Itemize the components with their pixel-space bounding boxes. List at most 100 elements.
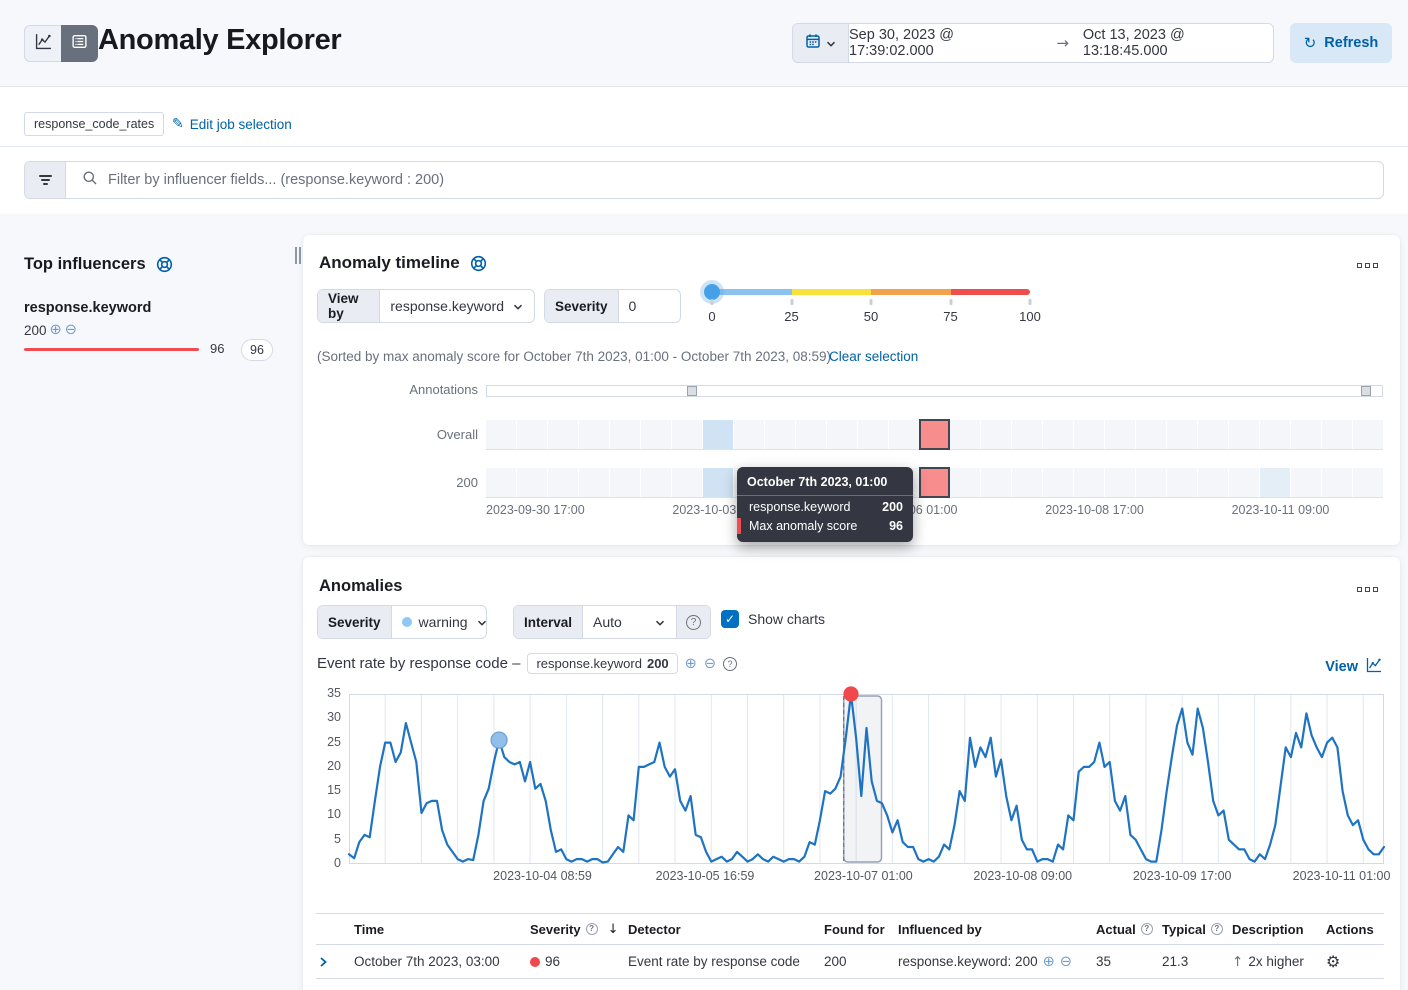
swimlane-cell[interactable] (486, 420, 516, 449)
swimlane-cell[interactable] (950, 420, 981, 449)
swimlane-cell[interactable] (1012, 420, 1043, 449)
swimlane-cell[interactable] (826, 420, 857, 449)
swimlane-cell[interactable] (795, 420, 826, 449)
swimlane-cell[interactable] (733, 420, 764, 449)
col-actual[interactable]: Actual? (1096, 922, 1162, 937)
remove-filter-icon[interactable]: ⊖ (64, 322, 77, 338)
swimlane-cell[interactable] (1322, 420, 1353, 449)
refresh-button[interactable]: ↻ Refresh (1290, 23, 1392, 63)
swimlane-cell[interactable] (950, 468, 981, 497)
swimlane-cell[interactable] (1198, 420, 1229, 449)
col-typical[interactable]: Typical? (1162, 922, 1232, 937)
swimlane-cell[interactable] (1167, 420, 1198, 449)
show-charts-checkbox[interactable]: ✓ (721, 610, 739, 628)
end-date-button[interactable]: Oct 13, 2023 @ 13:18:45.000 (1082, 27, 1185, 59)
warning-anomaly-marker[interactable] (490, 731, 508, 749)
annotation-marker[interactable] (686, 386, 697, 396)
swimlane-cell[interactable] (1353, 420, 1383, 449)
edit-job-selection-link[interactable]: ✎ Edit job selection (172, 116, 292, 132)
help-icon[interactable] (470, 255, 487, 272)
gear-icon[interactable]: ⚙ (1326, 952, 1341, 971)
panel-menu-button[interactable] (1353, 259, 1382, 272)
swimlane-cell[interactable] (578, 468, 609, 497)
start-date-button[interactable]: Sep 30, 2023 @ 17:39:02.000 (849, 27, 955, 59)
swimlane-cell[interactable] (1105, 420, 1136, 449)
interval-help-button[interactable]: ? (676, 606, 710, 638)
swimlane-cell[interactable] (1167, 468, 1198, 497)
swimlane-cell[interactable] (1136, 468, 1167, 497)
severity-slider-handle[interactable] (704, 284, 720, 300)
swimlane-cell[interactable] (702, 468, 733, 497)
swimlane-cell[interactable] (547, 420, 578, 449)
swimlane-cell[interactable] (578, 420, 609, 449)
remove-filter-icon[interactable]: ⊖ (703, 655, 716, 672)
question-in-circle-icon[interactable]: ? (722, 656, 737, 671)
swimlane-cell[interactable] (1136, 420, 1167, 449)
swimlane-cell[interactable] (1074, 468, 1105, 497)
swimlane-cell[interactable] (1291, 420, 1322, 449)
swimlane-cell[interactable] (609, 468, 640, 497)
col-severity[interactable]: Severity? ↓ (530, 921, 619, 937)
swimlane-cell[interactable] (702, 420, 733, 449)
chart-field-badge[interactable]: response.keyword 200 (527, 653, 678, 674)
swimlane-cell[interactable] (640, 420, 671, 449)
date-quick-select-button[interactable] (793, 24, 849, 62)
clear-selection-link[interactable]: Clear selection (829, 349, 919, 364)
view-by-select[interactable]: response.keyword (380, 290, 534, 322)
col-influenced-by[interactable]: Influenced by (898, 921, 982, 937)
swimlane-cell[interactable] (981, 420, 1012, 449)
view-series-link[interactable]: View (1325, 657, 1382, 677)
swimlane-cell[interactable] (857, 420, 888, 449)
swimlane-cell[interactable] (1198, 468, 1229, 497)
critical-anomaly-marker[interactable] (843, 686, 859, 702)
swimlane-cell[interactable] (764, 420, 795, 449)
swimlane-cell[interactable] (918, 467, 951, 498)
expand-row-button[interactable] (316, 955, 354, 969)
annotations-track[interactable] (486, 385, 1383, 397)
swimlane-cell[interactable] (1260, 420, 1291, 449)
swimlane-cell[interactable] (1291, 468, 1322, 497)
severity-slider-track[interactable] (704, 284, 1030, 300)
remove-filter-icon[interactable]: ⊖ (1059, 953, 1072, 970)
swimlane-cell[interactable] (609, 420, 640, 449)
add-filter-icon[interactable]: ⊕ (684, 655, 697, 672)
swimlane-cell[interactable] (516, 420, 547, 449)
influencer-value[interactable]: 200 (24, 322, 47, 338)
col-time[interactable]: Time (354, 921, 385, 937)
swimlane-cell[interactable] (1260, 468, 1291, 497)
add-filter-icon[interactable]: ⊕ (1042, 953, 1055, 970)
col-found-for[interactable]: Found for (824, 921, 885, 937)
swimlane-cell[interactable] (671, 420, 702, 449)
severity-filter-select[interactable]: warning (392, 606, 486, 638)
annotation-marker[interactable] (1360, 386, 1371, 396)
severity-input[interactable]: 0 (628, 298, 637, 314)
swimlane-cell[interactable] (888, 420, 919, 449)
swimlane-cell[interactable] (1012, 468, 1043, 497)
filter-options-button[interactable] (25, 162, 66, 198)
filter-input[interactable]: Filter by influencer fields... (response… (108, 172, 445, 188)
swimlane-cell[interactable] (486, 468, 516, 497)
swimlane-cell[interactable] (516, 468, 547, 497)
swimlane-cell[interactable] (1043, 468, 1074, 497)
swimlane-cell[interactable] (1105, 468, 1136, 497)
swimlane-cell[interactable] (547, 468, 578, 497)
interval-select[interactable]: Auto (583, 606, 676, 638)
anomaly-explorer-button[interactable] (61, 25, 98, 62)
col-detector[interactable]: Detector (628, 921, 681, 937)
swimlane-cell[interactable] (671, 468, 702, 497)
job-selection-badge[interactable]: response_code_rates (24, 112, 165, 136)
swimlane-cell[interactable] (1074, 420, 1105, 449)
swimlane-cell[interactable] (640, 468, 671, 497)
swimlane-cell[interactable] (1322, 468, 1353, 497)
sidebar-resize-handle[interactable] (295, 247, 303, 264)
help-icon[interactable] (156, 256, 173, 273)
swimlane-cell[interactable] (1043, 420, 1074, 449)
panel-menu-button[interactable] (1353, 583, 1382, 596)
single-metric-viewer-button[interactable] (24, 25, 61, 62)
event-rate-chart[interactable] (347, 686, 1386, 864)
add-filter-icon[interactable]: ⊕ (49, 322, 62, 338)
swimlane-cell[interactable] (981, 468, 1012, 497)
swimlane-cell[interactable] (1229, 420, 1260, 449)
swimlane-cell[interactable] (1353, 468, 1383, 497)
swimlane-cell[interactable] (918, 419, 951, 450)
